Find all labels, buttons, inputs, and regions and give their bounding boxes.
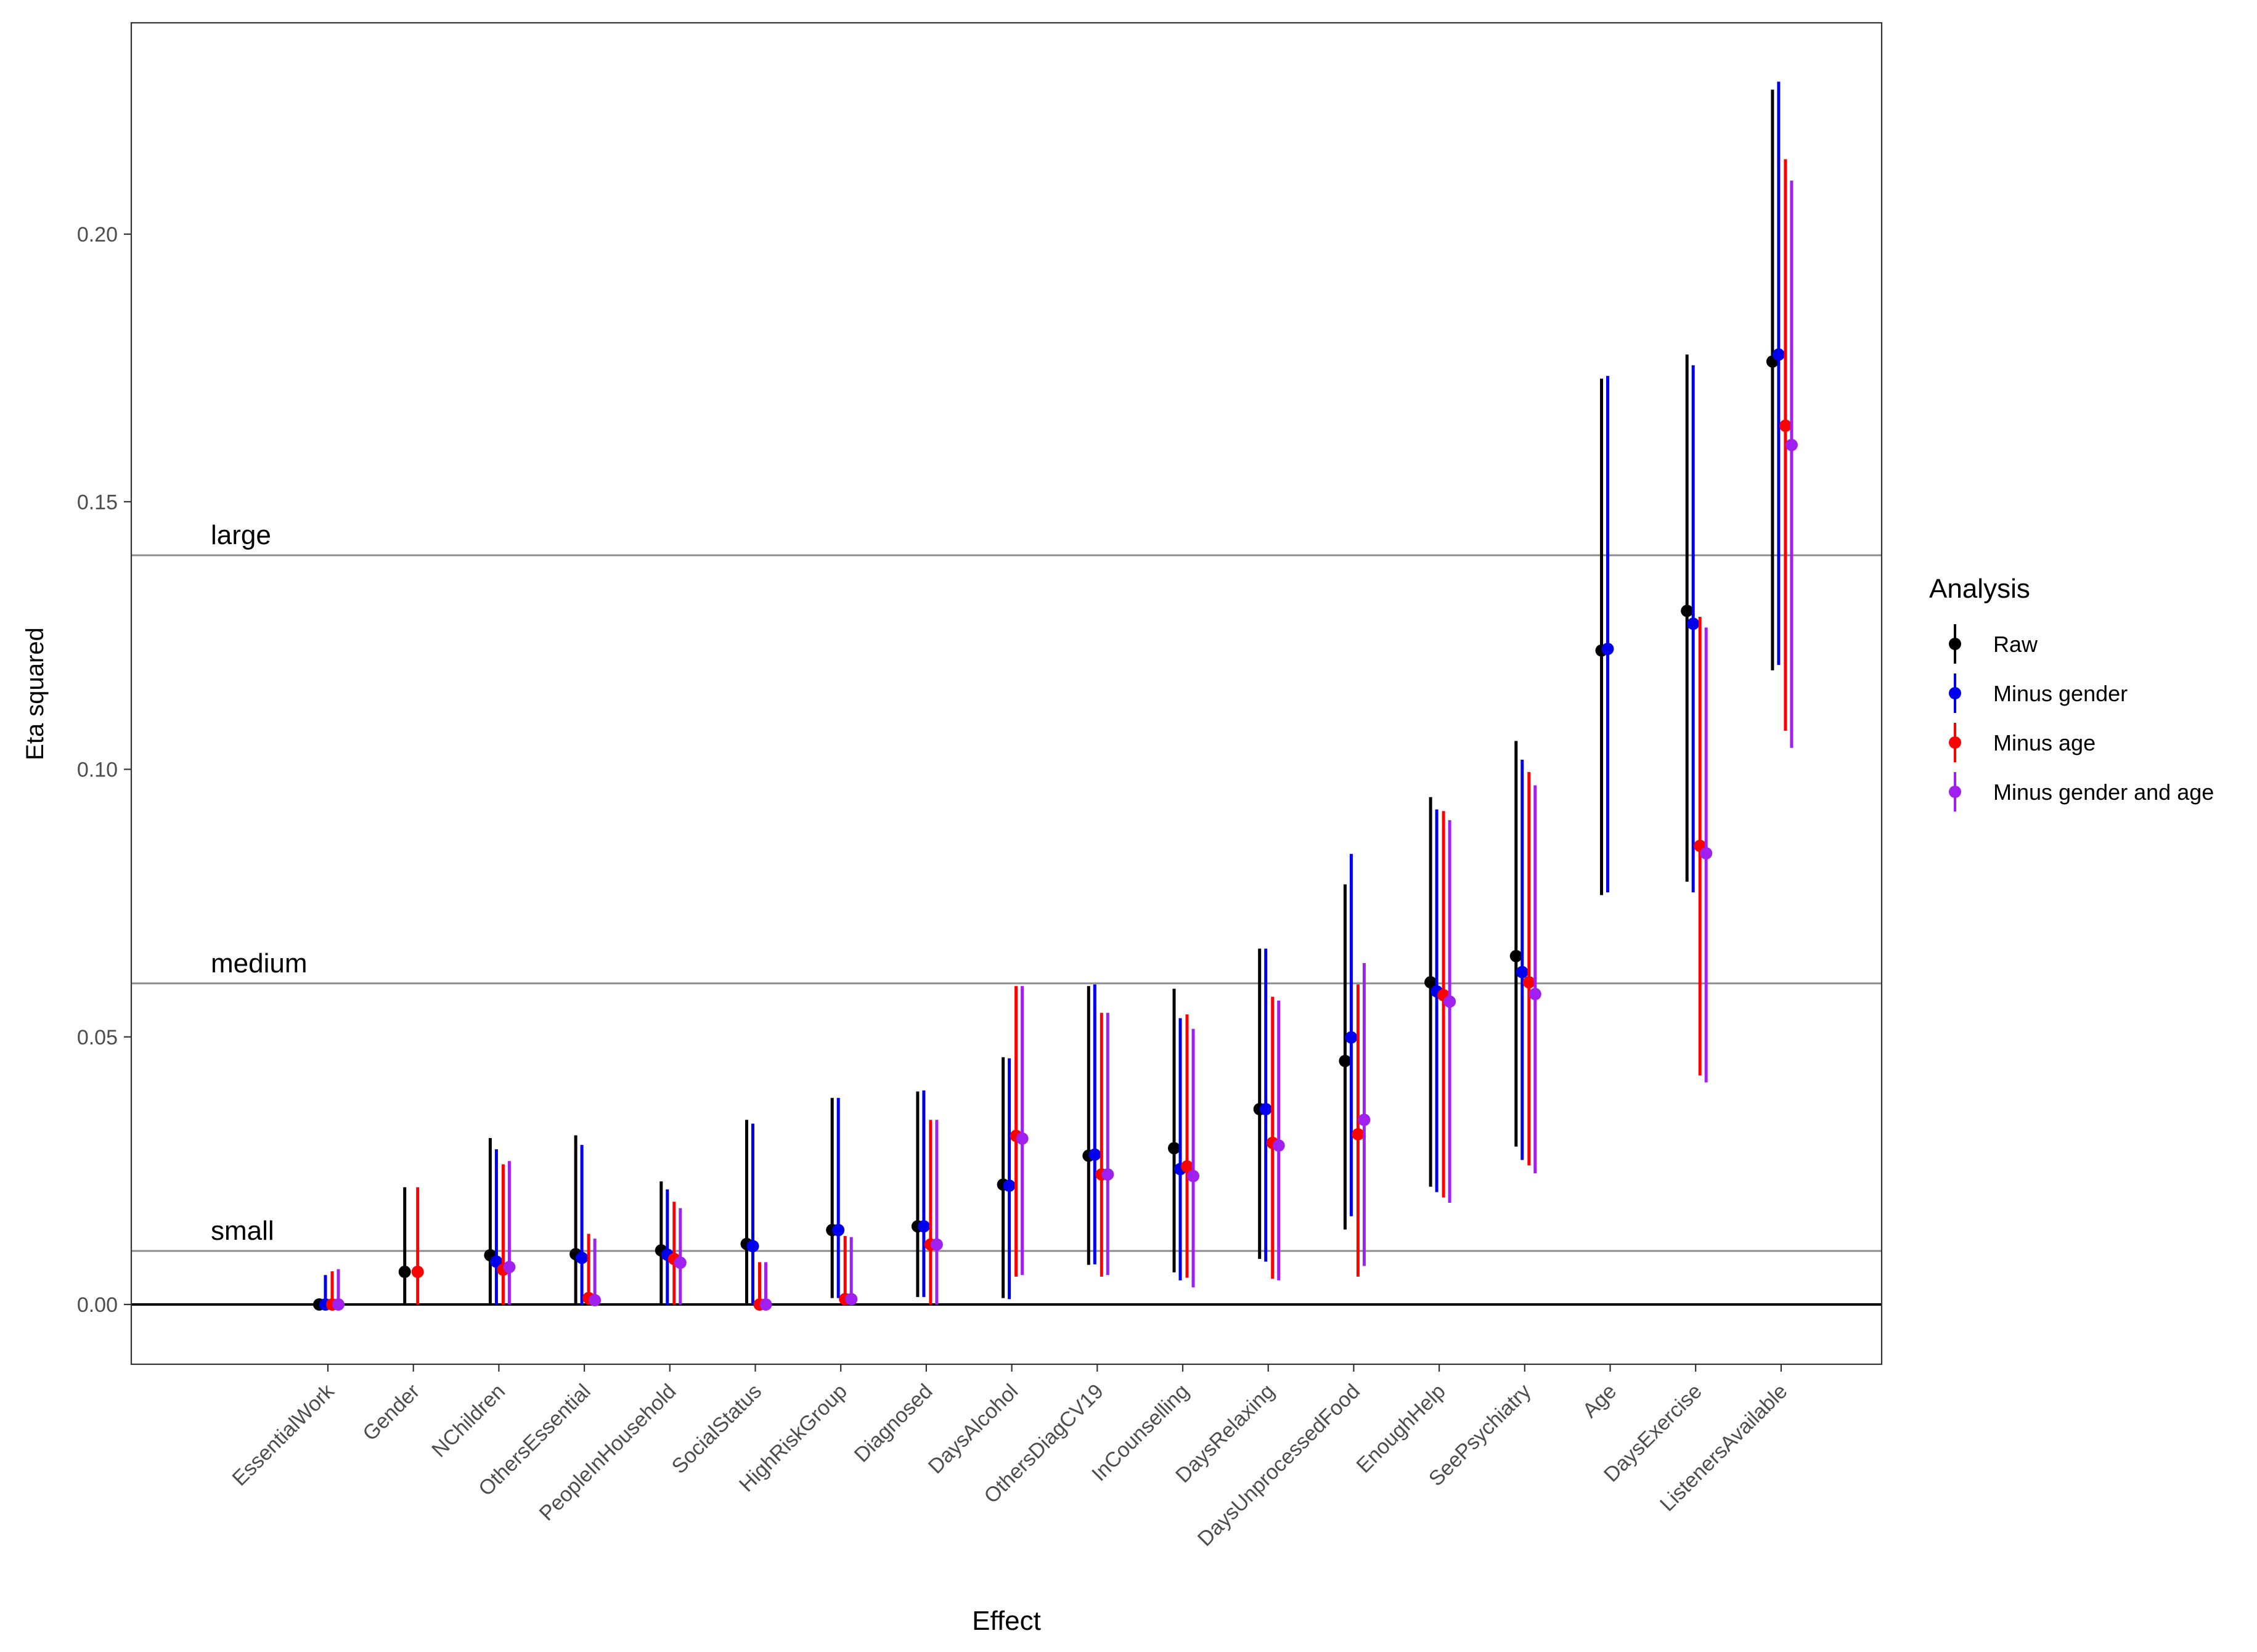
legend-key-point bbox=[1949, 786, 1961, 798]
legend-item: Raw bbox=[1949, 624, 2038, 664]
y-axis-title: Eta squared bbox=[22, 627, 49, 760]
reference-label-large: large bbox=[211, 520, 271, 550]
data-point bbox=[1443, 995, 1456, 1008]
data-point bbox=[674, 1256, 687, 1269]
legend: Analysis Raw Minus gender Minus age Minus g… bbox=[1929, 574, 2214, 812]
data-point bbox=[1424, 976, 1437, 989]
data-point bbox=[1772, 348, 1785, 361]
data-point bbox=[332, 1298, 345, 1311]
plot-panel-border bbox=[130, 22, 1883, 1365]
data-point bbox=[1601, 643, 1614, 656]
y-tick-label: 0.05 bbox=[77, 1026, 118, 1049]
legend-label: Minus gender and age bbox=[1993, 779, 2214, 805]
data-point bbox=[503, 1261, 516, 1274]
data-point bbox=[1516, 966, 1528, 979]
data-point bbox=[1101, 1168, 1114, 1181]
data-point bbox=[1187, 1170, 1199, 1182]
data-point bbox=[930, 1238, 943, 1251]
data-point bbox=[1345, 1031, 1358, 1044]
data-point bbox=[1528, 988, 1541, 1001]
data-point bbox=[490, 1255, 503, 1268]
data-point bbox=[398, 1266, 411, 1279]
data-point bbox=[1181, 1160, 1193, 1173]
data-point bbox=[1168, 1142, 1180, 1155]
data-point bbox=[1339, 1054, 1352, 1067]
y-tick-label: 0.20 bbox=[77, 223, 118, 246]
y-tick-label: 0.15 bbox=[77, 490, 118, 514]
data-point bbox=[1681, 604, 1694, 617]
data-point bbox=[1352, 1128, 1365, 1141]
data-point bbox=[832, 1224, 845, 1237]
reference-lines: small medium large bbox=[131, 520, 1882, 1306]
data-point bbox=[576, 1251, 589, 1264]
legend-label: Minus age bbox=[1993, 730, 2096, 755]
data-point bbox=[1272, 1139, 1285, 1152]
legend-label: Minus gender bbox=[1993, 681, 2128, 706]
data-point bbox=[1358, 1113, 1371, 1126]
y-tick-label: 0.00 bbox=[77, 1293, 118, 1317]
data-point bbox=[1700, 847, 1713, 860]
reference-label-medium: medium bbox=[211, 948, 308, 979]
data-point bbox=[845, 1293, 858, 1306]
data-point bbox=[917, 1220, 930, 1233]
data-point bbox=[1509, 950, 1522, 962]
legend-item: Minus age bbox=[1949, 723, 2096, 762]
data-point bbox=[1687, 617, 1700, 630]
data-point bbox=[1522, 976, 1535, 989]
data-series bbox=[313, 81, 1798, 1311]
legend-key-point bbox=[1949, 687, 1961, 699]
data-point bbox=[589, 1294, 602, 1307]
legend-key-point bbox=[1949, 638, 1961, 650]
y-tick-label: 0.10 bbox=[77, 759, 118, 782]
series-minus-gender bbox=[319, 81, 1785, 1311]
legend-item: Minus gender bbox=[1949, 673, 2128, 713]
data-point bbox=[1088, 1148, 1101, 1161]
data-point bbox=[1259, 1102, 1272, 1115]
legend-item: Minus gender and age bbox=[1949, 772, 2214, 812]
data-point bbox=[1785, 439, 1798, 452]
x-axis-title: Effect bbox=[972, 1606, 1041, 1636]
series-minus-gender-and-age bbox=[332, 181, 1798, 1311]
reference-label-small: small bbox=[211, 1216, 274, 1246]
data-point bbox=[746, 1240, 759, 1253]
data-point bbox=[1003, 1179, 1016, 1192]
series-raw bbox=[313, 89, 1779, 1311]
data-point bbox=[759, 1298, 772, 1311]
data-point bbox=[1779, 419, 1792, 432]
legend-title: Analysis bbox=[1929, 574, 2030, 604]
data-point bbox=[1016, 1132, 1029, 1145]
legend-key-point bbox=[1949, 736, 1961, 749]
y-axis: 0.00 0.05 0.10 0.15 0.20 bbox=[77, 223, 131, 1317]
data-point bbox=[411, 1266, 424, 1279]
legend-label: Raw bbox=[1993, 632, 2038, 657]
